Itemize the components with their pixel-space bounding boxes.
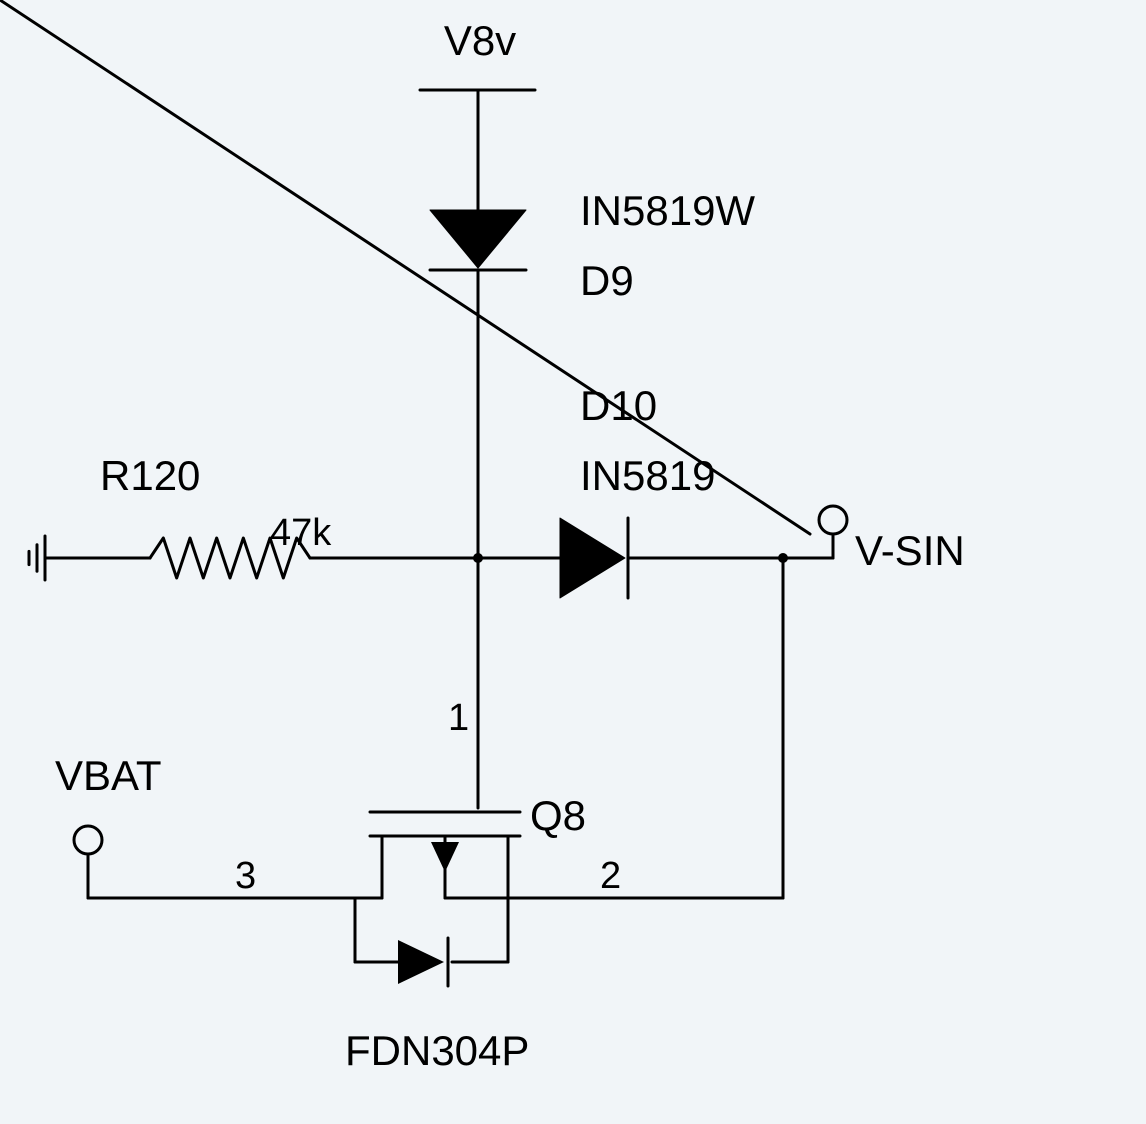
q8-pin3-label: 3 (235, 855, 256, 897)
d9-ref-label: D9 (580, 257, 634, 304)
q8-part-label: FDN304P (345, 1027, 529, 1074)
d10-part-label: IN5819 (580, 452, 715, 499)
circuit-schematic: V8v IN5819W D9 D10 IN5819 V-SIN R120 47k 1 Q8 FDN3… (0, 0, 1146, 1124)
q8-pin2-label: 2 (600, 855, 621, 897)
r120-value-label: 47k (270, 512, 332, 554)
q8-pin1-label: 1 (448, 697, 469, 739)
r120-ref-label: R120 (100, 452, 200, 499)
vsin-terminal (819, 506, 847, 534)
vsin-label: V-SIN (855, 527, 965, 574)
q8-ref-label: Q8 (530, 792, 586, 839)
vbat-label: VBAT (55, 752, 162, 799)
vbat-terminal (74, 826, 102, 854)
supply-label: V8v (444, 17, 516, 64)
d10-ref-label: D10 (580, 382, 657, 429)
d9-part-label: IN5819W (580, 187, 755, 234)
